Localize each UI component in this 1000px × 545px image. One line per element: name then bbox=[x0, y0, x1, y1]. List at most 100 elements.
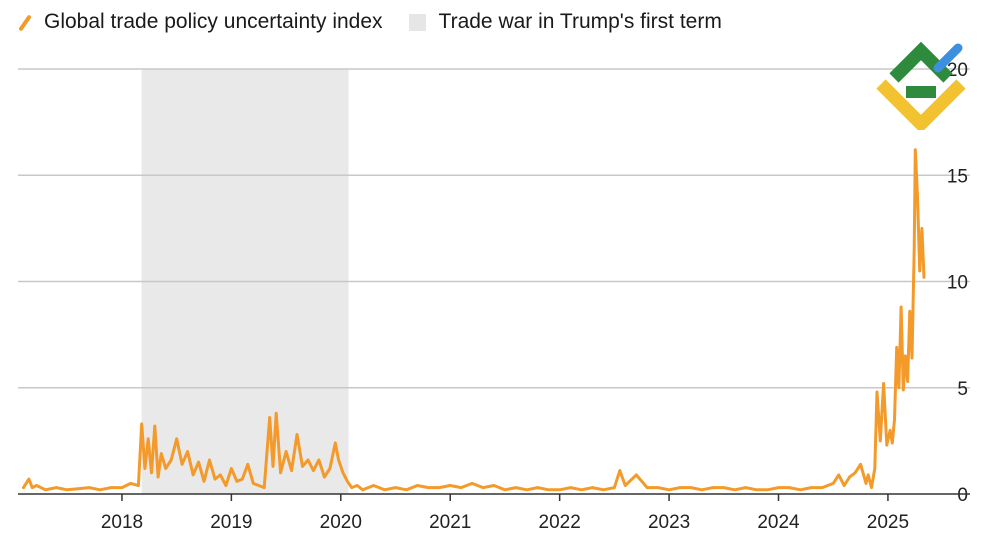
series-point bbox=[268, 416, 272, 419]
series-point bbox=[109, 486, 113, 489]
series-point bbox=[65, 488, 69, 492]
series-point bbox=[334, 441, 337, 445]
legend-item-trade-war: Trade war in Trump's first term bbox=[408, 10, 722, 34]
series-point bbox=[906, 380, 909, 383]
series-point bbox=[169, 458, 173, 462]
brand-logo-icon bbox=[876, 41, 966, 130]
series-point bbox=[341, 471, 345, 475]
series-point bbox=[224, 484, 228, 487]
x-tick-label-2024: 2024 bbox=[757, 512, 800, 533]
series-point bbox=[580, 488, 583, 492]
legend-label-index: Global trade policy uncertainty index bbox=[44, 10, 383, 33]
series-point bbox=[350, 486, 354, 489]
series-point bbox=[372, 484, 375, 487]
series-point bbox=[916, 195, 919, 198]
series-point bbox=[55, 486, 58, 489]
series-point bbox=[252, 482, 255, 485]
series-point bbox=[202, 480, 206, 483]
series-point bbox=[837, 473, 840, 477]
series-point bbox=[241, 477, 244, 481]
series-point bbox=[912, 248, 916, 251]
series-point bbox=[733, 488, 736, 492]
series-point bbox=[22, 486, 25, 489]
series-point bbox=[788, 486, 791, 489]
series-point bbox=[153, 424, 157, 428]
x-tick-label-2025: 2025 bbox=[867, 512, 909, 533]
series-point bbox=[799, 488, 802, 492]
x-tick-label-2022: 2022 bbox=[539, 512, 581, 533]
series-point bbox=[160, 452, 163, 455]
series-point bbox=[459, 486, 463, 489]
series-point bbox=[156, 475, 160, 479]
series-point bbox=[831, 482, 835, 485]
series-point bbox=[842, 484, 846, 487]
series-point bbox=[744, 486, 747, 489]
series-point bbox=[346, 480, 349, 483]
series-point bbox=[591, 486, 594, 489]
x-tick-label-2020: 2020 bbox=[320, 512, 362, 533]
series-point bbox=[893, 418, 896, 421]
series-point bbox=[87, 486, 91, 489]
legend-item-index: Global trade policy uncertainty index bbox=[18, 10, 383, 34]
series-point bbox=[895, 346, 898, 349]
legend-label-trade-war: Trade war in Trump's first term bbox=[438, 10, 722, 33]
series-point bbox=[656, 486, 660, 489]
series-point bbox=[323, 475, 326, 479]
series-point bbox=[235, 480, 239, 483]
y-tick-label-0: 0 bbox=[957, 485, 968, 506]
series-point bbox=[624, 484, 627, 487]
series-point bbox=[821, 486, 824, 489]
series-point bbox=[337, 458, 340, 462]
series-point bbox=[558, 488, 561, 492]
series-point bbox=[427, 486, 430, 489]
series-point bbox=[503, 488, 507, 492]
x-tick-label-2021: 2021 bbox=[429, 512, 471, 533]
series-point bbox=[257, 484, 261, 487]
series-line-0 bbox=[22, 148, 926, 492]
series-point bbox=[197, 460, 200, 464]
series-point bbox=[492, 484, 496, 487]
series-point bbox=[910, 356, 914, 360]
series-point bbox=[667, 488, 671, 492]
series-point bbox=[143, 467, 147, 470]
y-tick-label-15: 15 bbox=[947, 166, 968, 187]
series-point bbox=[438, 486, 441, 489]
series-point bbox=[870, 486, 873, 489]
series-point bbox=[618, 469, 622, 472]
series-point bbox=[899, 305, 903, 309]
series-point bbox=[140, 422, 143, 426]
series-point bbox=[864, 482, 868, 485]
series-point bbox=[888, 429, 892, 432]
x-tick-label-2023: 2023 bbox=[648, 512, 690, 533]
series-point bbox=[328, 467, 332, 470]
series-point bbox=[525, 488, 529, 492]
series-point bbox=[274, 412, 278, 415]
legend-square-swatch-icon bbox=[408, 13, 426, 31]
series-point bbox=[635, 473, 638, 477]
series-point bbox=[44, 488, 47, 492]
series-point bbox=[219, 473, 222, 477]
series-point bbox=[361, 488, 365, 492]
y-tick-label-5: 5 bbox=[957, 379, 968, 400]
series-point bbox=[848, 475, 851, 479]
series-point bbox=[30, 486, 34, 489]
series-point bbox=[875, 390, 879, 394]
series-point bbox=[859, 463, 862, 466]
series-point bbox=[405, 488, 408, 492]
series-point bbox=[279, 471, 282, 475]
series-point bbox=[547, 488, 550, 492]
series-point bbox=[35, 484, 38, 487]
series-point bbox=[262, 486, 266, 489]
series-point bbox=[180, 463, 184, 466]
y-tick-label-20: 20 bbox=[947, 60, 968, 81]
series-point bbox=[700, 488, 704, 492]
series-point bbox=[766, 488, 769, 492]
series-point bbox=[150, 471, 153, 475]
series-point bbox=[914, 148, 917, 152]
series-point bbox=[208, 458, 211, 462]
series-point bbox=[383, 488, 386, 492]
series-point bbox=[866, 473, 870, 477]
series-point bbox=[689, 486, 693, 489]
series-point bbox=[882, 382, 885, 385]
